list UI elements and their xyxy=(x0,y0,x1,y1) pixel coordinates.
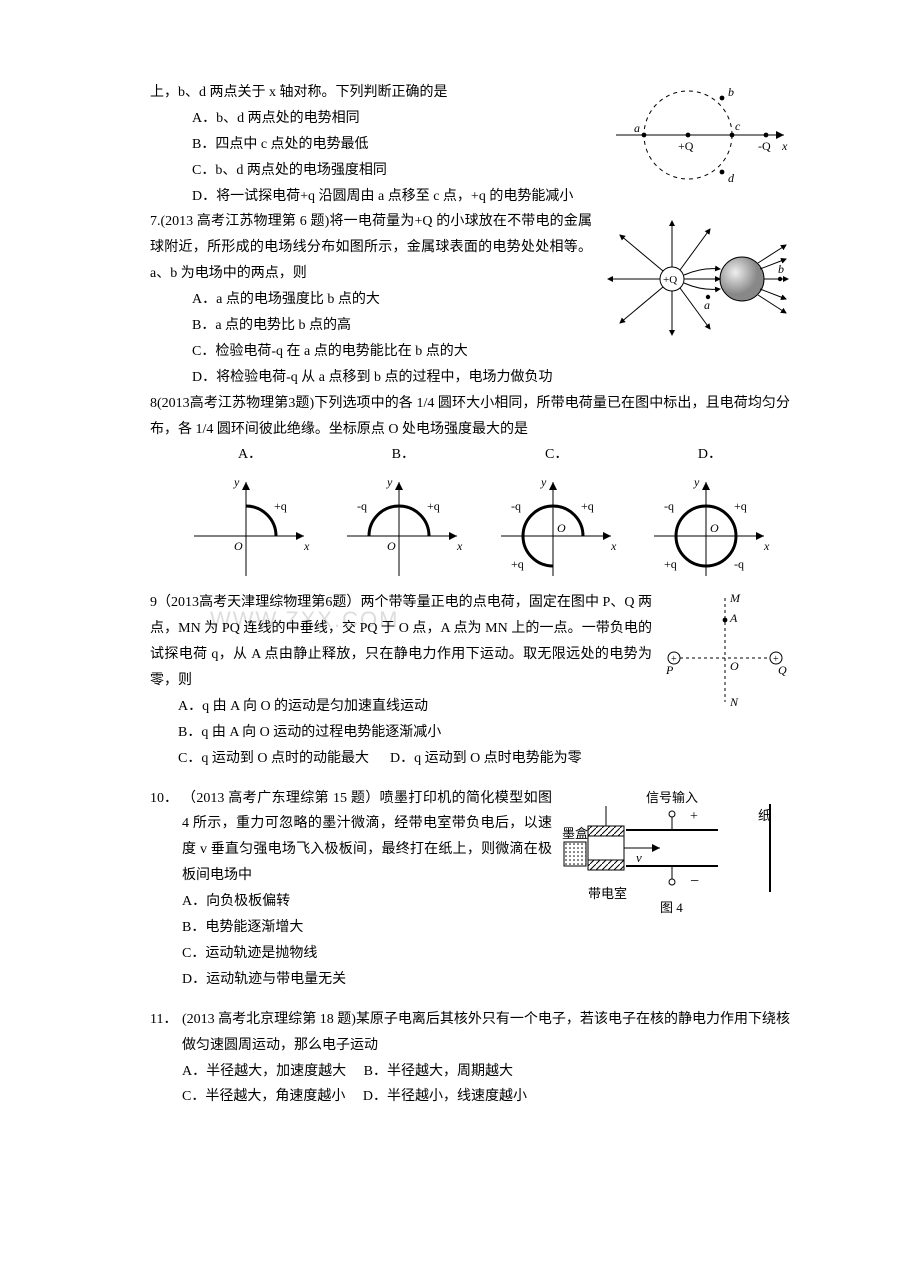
svg-text:-q: -q xyxy=(734,557,744,571)
q8-figures: O x y +q O x y +q -q xyxy=(150,472,790,582)
svg-text:y: y xyxy=(540,475,547,489)
q10-stem: （2013 高考广东理综第 15 题）喷墨打印机的简化模型如图 4 所示，重力可… xyxy=(182,786,552,890)
q10-opt-a: A．向负极板偏转 xyxy=(182,889,552,915)
svg-text:+Q: +Q xyxy=(678,139,694,153)
svg-text:+q: +q xyxy=(274,499,287,513)
svg-text:O: O xyxy=(234,539,243,553)
svg-text:c: c xyxy=(735,119,741,133)
svg-text:O: O xyxy=(710,521,719,535)
q9-stem: 9（2013高考天津理综物理第6题）两个带等量正电的点电荷，固定在图中 P、Q … xyxy=(150,590,652,694)
q8-fig-d: O x y +q -q +q -q xyxy=(640,472,780,582)
svg-text:纸: 纸 xyxy=(758,808,771,823)
svg-text:+q: +q xyxy=(581,499,594,513)
svg-text:y: y xyxy=(693,475,700,489)
q8-label-d: D． xyxy=(640,442,780,468)
q11-opt-ab: A．半径越大，加速度越大 B．半径越大，周期越大 xyxy=(182,1059,790,1085)
svg-text:-q: -q xyxy=(664,499,674,513)
svg-text:+q: +q xyxy=(664,557,677,571)
q7-opt-c: C．检验电荷-q 在 a 点的电势能比在 b 点的大 xyxy=(192,339,790,365)
q11-opt-b: B．半径越大，周期越大 xyxy=(364,1064,513,1079)
q7-figure: +Q a b xyxy=(600,209,790,339)
svg-text:+Q: +Q xyxy=(663,274,677,286)
q8-label-b: B． xyxy=(333,442,473,468)
svg-text:-q: -q xyxy=(357,499,367,513)
q9-opt-c: C．q 运动到 O 点时的动能最大 xyxy=(178,751,369,766)
q11-opt-d: D．半径越小，线速度越小 xyxy=(363,1089,527,1104)
svg-text:O: O xyxy=(557,521,566,535)
q10-opt-b: B．电势能逐渐增大 xyxy=(182,915,552,941)
svg-text:x: x xyxy=(781,139,788,153)
svg-text:O: O xyxy=(730,659,739,673)
q11-opt-cd: C．半径越大，角速度越小 D．半径越小，线速度越小 xyxy=(182,1084,790,1110)
svg-text:v: v xyxy=(636,850,642,865)
q10-number: 10． xyxy=(150,786,182,812)
q11-opt-c: C．半径越大，角速度越小 xyxy=(182,1089,345,1104)
q10-options: A．向负极板偏转 B．电势能逐渐增大 C．运动轨迹是抛物线 D．运动轨迹与带电量… xyxy=(182,889,552,993)
svg-text:x: x xyxy=(763,539,770,553)
q10-opt-d: D．运动轨迹与带电量无关 xyxy=(182,967,552,993)
svg-text:P: P xyxy=(665,663,674,677)
svg-text:d: d xyxy=(728,171,735,185)
svg-text:+: + xyxy=(690,809,698,824)
svg-text:a: a xyxy=(634,121,640,135)
svg-text:x: x xyxy=(610,539,617,553)
q9-figure: + + P Q O M N A xyxy=(660,590,790,710)
svg-text:M: M xyxy=(729,591,741,605)
q8-option-labels: A． B． C． D． xyxy=(150,442,790,468)
svg-text:带电室: 带电室 xyxy=(588,886,627,901)
svg-text:+q: +q xyxy=(734,499,747,513)
svg-text:+q: +q xyxy=(511,557,524,571)
q8-fig-b: O x y +q -q xyxy=(333,472,473,582)
svg-text:+q: +q xyxy=(427,499,440,513)
svg-text:x: x xyxy=(303,539,310,553)
svg-text:N: N xyxy=(729,695,739,709)
svg-text:x: x xyxy=(456,539,463,553)
svg-text:y: y xyxy=(233,475,240,489)
q11-stem: (2013 高考北京理综第 18 题)某原子电离后其核外只有一个电子，若该电子在… xyxy=(182,1007,790,1059)
q9-opt-a: A．q 由 A 向 O 的运动是匀加速直线运动 xyxy=(178,694,652,720)
q9-opt-cd: C．q 运动到 O 点时的动能最大 D．q 运动到 O 点时电势能为零 xyxy=(178,746,652,772)
svg-text:信号输入: 信号输入 xyxy=(646,790,698,805)
q9-opt-d: D．q 运动到 O 点时电势能为零 xyxy=(390,751,582,766)
q8-stem: 8(2013高考江苏物理第3题)下列选项中的各 1/4 圆环大小相同，所带电荷量… xyxy=(150,391,790,443)
q6-figure: x a b c d +Q -Q xyxy=(610,80,790,190)
q11-opt-a: A．半径越大，加速度越大 xyxy=(182,1064,346,1079)
svg-text:图 4: 图 4 xyxy=(660,900,683,915)
svg-text:Q: Q xyxy=(778,663,787,677)
svg-text:-q: -q xyxy=(511,499,521,513)
svg-text:y: y xyxy=(386,475,393,489)
q8-fig-c: O x y +q -q +q xyxy=(487,472,627,582)
svg-text:墨盒: 墨盒 xyxy=(562,826,588,841)
svg-text:-Q: -Q xyxy=(758,139,771,153)
q8-label-a: A． xyxy=(180,442,320,468)
svg-text:O: O xyxy=(387,539,396,553)
q8-fig-a: O x y +q xyxy=(180,472,320,582)
svg-text:A: A xyxy=(729,611,738,625)
q10-figure: 信号输入 墨盒 带电室 + − v 纸 图 4 xyxy=(560,786,790,916)
q8-label-c: C． xyxy=(487,442,627,468)
svg-text:−: − xyxy=(690,873,699,890)
svg-text:b: b xyxy=(728,85,734,99)
q7-opt-d: D．将检验电荷-q 从 a 点移到 b 点的过程中，电场力做负功 xyxy=(192,365,790,391)
svg-text:b: b xyxy=(778,262,784,276)
svg-text:a: a xyxy=(704,298,710,312)
q11-options: A．半径越大，加速度越大 B．半径越大，周期越大 C．半径越大，角速度越小 D．… xyxy=(182,1059,790,1111)
q9-opt-b: B．q 由 A 向 O 运动的过程电势能逐渐减小 xyxy=(178,720,652,746)
q11-number: 11． xyxy=(150,1007,182,1033)
q10-opt-c: C．运动轨迹是抛物线 xyxy=(182,941,552,967)
q9-options: A．q 由 A 向 O 的运动是匀加速直线运动 B．q 由 A 向 O 运动的过… xyxy=(150,694,652,772)
